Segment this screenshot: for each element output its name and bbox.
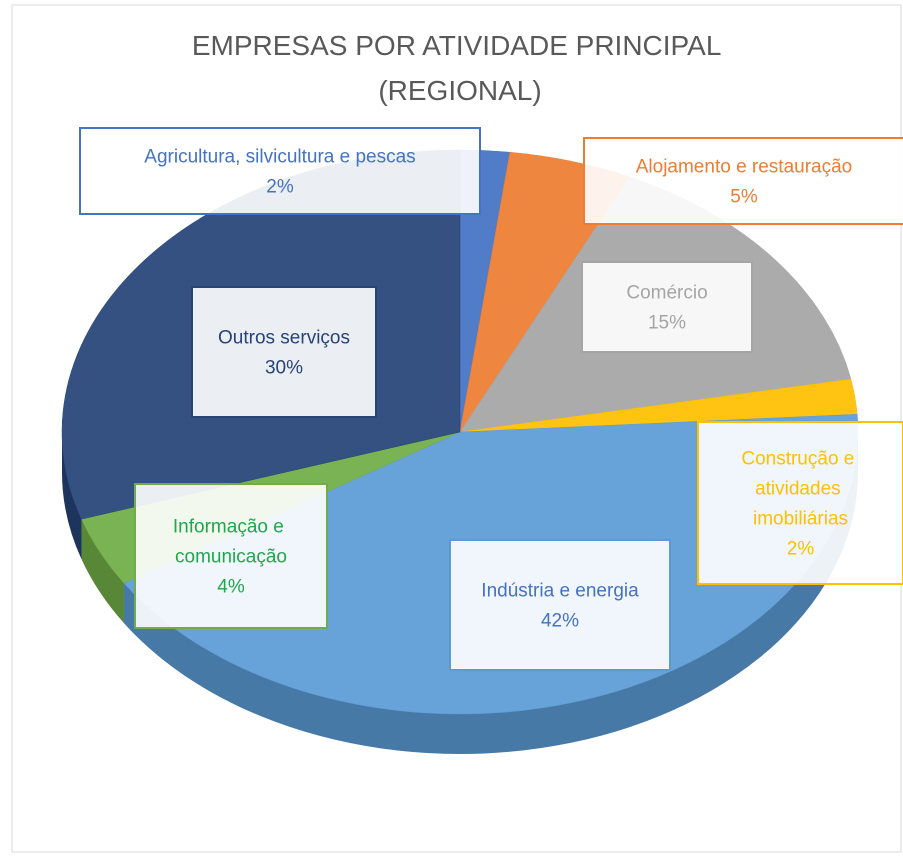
data-label-value: 15% xyxy=(648,313,686,334)
data-label-box xyxy=(134,483,328,629)
slice-side-shade xyxy=(81,519,124,624)
data-label-name: Outros serviços xyxy=(218,328,350,349)
data-label-name: Agricultura, silvicultura e pescas xyxy=(144,147,415,168)
data-label-box xyxy=(583,137,903,225)
slice-side-shade xyxy=(123,432,858,754)
slice-side-shade xyxy=(62,432,82,560)
data-label-value: 42% xyxy=(541,611,579,632)
data-label-name: Indústria e energia xyxy=(481,581,639,602)
data-label-value: 2% xyxy=(266,177,294,198)
data-label-name: Comércio xyxy=(626,283,707,304)
data-label-value: 4% xyxy=(217,577,245,598)
data-label-name: Alojamento e restauração xyxy=(636,157,853,178)
data-label-value: 2% xyxy=(787,539,815,560)
slice-side xyxy=(62,432,82,560)
data-label-name: Construção e atividades imobiliárias xyxy=(741,449,859,530)
data-label-box xyxy=(79,127,481,215)
data-label-value: 30% xyxy=(265,358,303,379)
data-label-value: 5% xyxy=(730,187,758,208)
slice-side xyxy=(81,519,124,624)
slice-side xyxy=(123,432,858,754)
data-label-box xyxy=(697,421,903,585)
data-label-name: Informação e comunicação xyxy=(173,517,289,568)
chart-title: EMPRESAS POR ATIVIDADE PRINCIPAL (REGION… xyxy=(192,30,728,106)
data-label-box xyxy=(449,539,671,671)
data-label-box xyxy=(581,261,753,353)
data-label-box xyxy=(191,286,377,418)
